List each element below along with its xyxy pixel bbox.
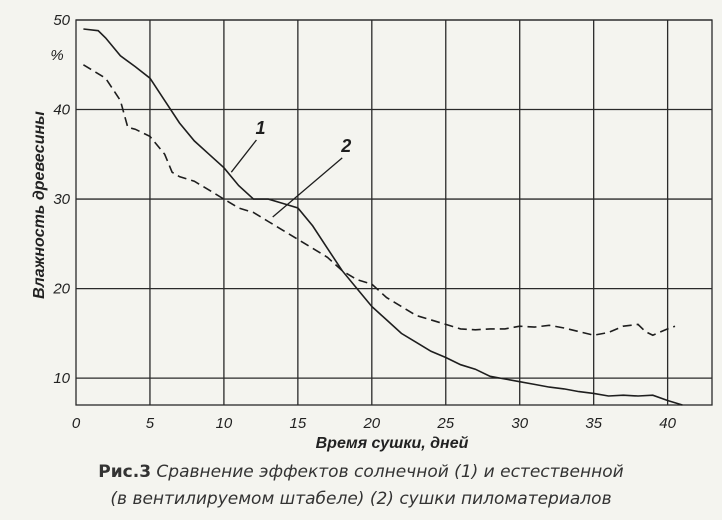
x-tick-label: 15 bbox=[290, 415, 307, 432]
grid bbox=[75, 19, 713, 406]
x-axis-title: Время сушки, дней bbox=[316, 435, 469, 452]
series-line-1 bbox=[83, 28, 683, 406]
x-tick-label: 30 bbox=[511, 415, 528, 432]
y-tick-label: 30 bbox=[53, 191, 70, 208]
figure-number: Рис.3 bbox=[98, 462, 152, 482]
y-axis-title: Влажность древесины bbox=[31, 111, 48, 299]
series-line-2 bbox=[82, 64, 676, 337]
moisture-chart: 0 5 10 15 20 25 30 35 40 10 20 30 40 50 % Время сушк… bbox=[31, 12, 713, 452]
x-axis-ticks: 0 5 10 15 20 25 30 35 40 bbox=[72, 415, 677, 432]
y-axis-unit: % bbox=[50, 47, 63, 64]
x-tick-label: 40 bbox=[659, 415, 676, 432]
x-tick-label: 35 bbox=[585, 415, 602, 432]
plot-frame bbox=[75, 19, 713, 406]
x-tick-label: 5 bbox=[146, 415, 155, 432]
series-lines bbox=[82, 28, 683, 406]
y-tick-label: 20 bbox=[52, 281, 70, 298]
callout-line-1 bbox=[230, 139, 257, 173]
x-tick-label: 10 bbox=[216, 415, 233, 432]
y-tick-label: 50 bbox=[53, 12, 70, 29]
figure-caption-line-2: (в вентилируемом штабеле) (2) сушки пило… bbox=[110, 489, 612, 509]
series-callouts: 12 bbox=[230, 118, 351, 218]
callout-label-2: 2 bbox=[340, 136, 351, 156]
x-tick-label: 0 bbox=[72, 415, 81, 432]
callout-label-1: 1 bbox=[255, 118, 265, 138]
y-tick-label: 10 bbox=[53, 370, 70, 387]
figure-caption-line-1: Рис.3 Сравнение эффектов солнечной (1) и… bbox=[0, 462, 722, 482]
x-tick-label: 20 bbox=[362, 415, 380, 432]
x-tick-label: 25 bbox=[436, 415, 454, 432]
caption-text-1: Сравнение эффектов солнечной (1) и естес… bbox=[151, 462, 624, 482]
callout-line-2 bbox=[272, 157, 343, 218]
y-axis-ticks: 10 20 30 40 50 bbox=[52, 12, 70, 387]
y-tick-label: 40 bbox=[53, 102, 70, 119]
